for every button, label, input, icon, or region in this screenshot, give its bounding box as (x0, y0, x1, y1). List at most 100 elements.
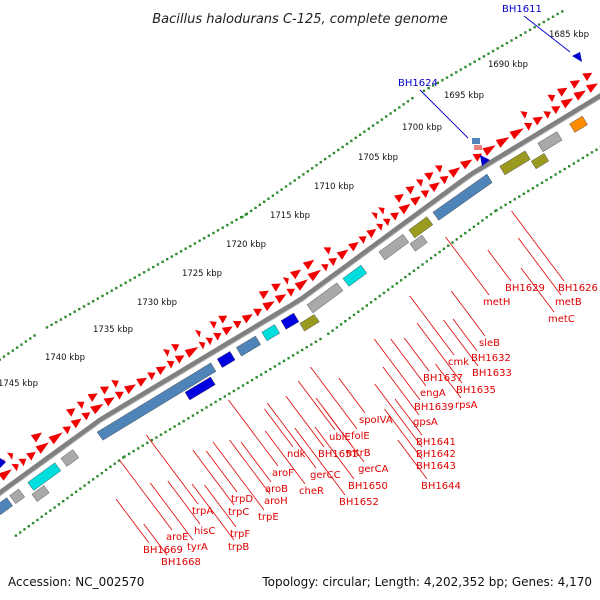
tick-dot-outer (345, 142, 349, 146)
cds-box (96, 362, 217, 441)
gene-arrow (253, 308, 263, 317)
tick-dot-outer (436, 81, 439, 85)
gene-arrow (194, 329, 201, 338)
leader-line (403, 337, 430, 372)
tick-dot-outer (402, 103, 405, 106)
tick-dot-outer (276, 191, 279, 194)
tick-dot-outer (551, 15, 555, 18)
gene-label: BH1651 (318, 449, 358, 460)
gene-arrow (282, 277, 289, 285)
tick-dot-inner (255, 376, 258, 379)
tick-dot-outer (29, 337, 32, 340)
kbp-label: 1735 kbp (93, 325, 133, 335)
tick-dot-outer (230, 221, 234, 224)
tick-dot-inner (425, 260, 428, 263)
leader-line (487, 249, 512, 282)
gene-arrow (294, 279, 308, 291)
gene-arrow (573, 90, 586, 101)
gene-arrow (171, 344, 180, 352)
kbp-scale-labels: 1685 kbp 1690 kbp 1695 kbp 1700 kbp 1705 kbp… (0, 30, 589, 389)
tick-dot-outer (212, 231, 215, 235)
tick-dot-inner (447, 244, 450, 247)
gene-arrow (551, 106, 561, 115)
gene-label: trpA (192, 506, 213, 517)
gene-label: BH1626 (558, 283, 598, 294)
tick-dot-inner (14, 534, 18, 537)
tick-dot-outer (101, 294, 104, 298)
tick-dot-inner (36, 518, 39, 522)
tick-dot-inner (178, 422, 181, 425)
leader-line (264, 430, 306, 485)
gene-label: metH (483, 297, 510, 308)
tick-dot-outer (528, 28, 532, 32)
gene-label: spoIVA (359, 415, 393, 426)
gene-arrow (70, 418, 82, 429)
leader-line (229, 439, 271, 495)
marker-arrow (572, 52, 582, 62)
tick-dot-inner (459, 235, 463, 238)
cds-box-inner (531, 153, 549, 170)
tick-dot-inner (472, 225, 476, 228)
tick-dot-outer (542, 20, 545, 24)
tick-dot-inner (19, 531, 22, 534)
tick-dot-outer (156, 263, 160, 266)
tick-dot-outer (389, 112, 392, 115)
tick-dot-inner (378, 294, 381, 298)
tick-dot-inner (287, 357, 290, 360)
kbp-label: 1690 kbp (488, 60, 528, 70)
gene-label: aroF (272, 468, 294, 479)
accession-text: Accession: NC_002570 (8, 575, 144, 589)
tick-dot-outer (491, 49, 495, 53)
tick-dot-inner (395, 282, 398, 285)
gene-arrow (271, 283, 281, 292)
leader-line (149, 482, 194, 541)
gene-label: engA (420, 388, 446, 399)
gene-label: BH1642 (416, 449, 456, 460)
tick-dot-outer (398, 106, 401, 109)
tick-dot-inner (531, 187, 535, 190)
gene-arrow (114, 391, 124, 400)
gene-label: rpsA (455, 400, 478, 411)
gene-arrow (136, 377, 147, 387)
tick-dot-outer (73, 310, 76, 313)
tick-dot-outer (105, 292, 109, 295)
tick-dot-outer (556, 12, 559, 16)
gene-arrow (66, 408, 76, 417)
gene-arrow (48, 432, 63, 445)
tick-dot-inner (49, 509, 52, 512)
gene-label: trpC (228, 507, 249, 518)
tick-dot-outer (473, 60, 476, 63)
tick-dot-inner (150, 439, 153, 442)
tick-dot-inner (568, 165, 571, 168)
cds-box (378, 234, 410, 261)
gene-arrow (569, 80, 581, 89)
tick-dot-inner (246, 381, 249, 384)
gene-label: BH1650 (348, 481, 388, 492)
gene-arrow (520, 111, 528, 119)
cds-box-inner (184, 376, 216, 401)
tick-dot-inner (357, 310, 360, 313)
gene-arrow (366, 229, 377, 239)
tick-dot-outer (306, 170, 309, 173)
leader-line (314, 426, 355, 480)
gene-label: hisC (194, 526, 215, 537)
tick-dot-outer (337, 148, 340, 152)
leader-line (511, 210, 565, 282)
tick-dot-inner (451, 241, 454, 244)
tick-dot-outer (198, 239, 201, 242)
gene-arrow (262, 301, 275, 312)
gene-arrow (124, 384, 136, 395)
leader-line (115, 498, 150, 544)
marker-box (472, 138, 480, 144)
gene-arrow (258, 290, 269, 300)
tick-dot-inner (241, 384, 245, 387)
leader-line (294, 427, 346, 496)
top-leader-line (419, 89, 469, 139)
tick-dot-outer (263, 200, 266, 203)
cds-box (408, 216, 434, 239)
gene-arrow (18, 458, 27, 467)
tick-dot-inner (250, 378, 254, 382)
tick-dot-inner (352, 313, 356, 317)
leader-line (264, 408, 294, 448)
gene-arrow (428, 182, 440, 192)
